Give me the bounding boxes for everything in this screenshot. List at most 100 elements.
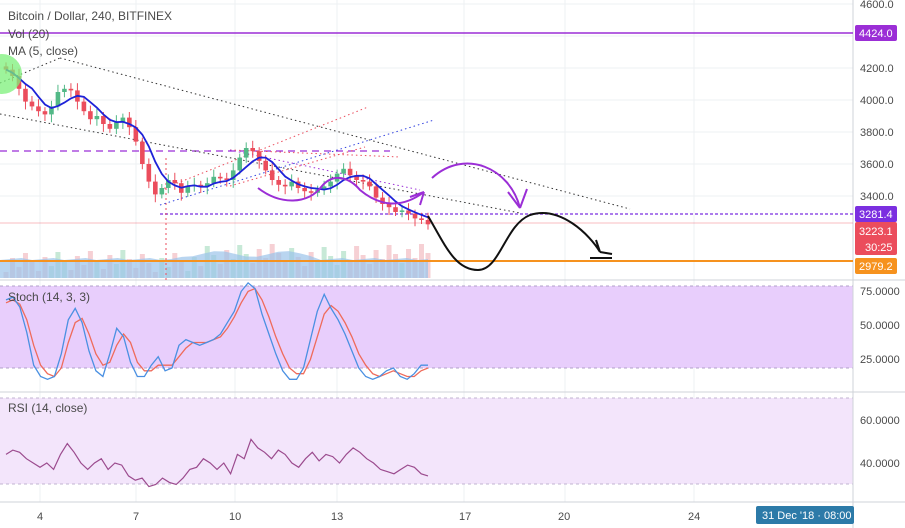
purple-arc-drawing[interactable] [431,162,528,209]
candle-body [36,106,41,112]
candle-body [347,168,353,176]
candle-body [302,188,307,192]
candle-body [256,151,262,161]
candle-body [185,186,191,193]
candle-body [211,176,217,184]
candle-body [55,92,61,107]
badge-2979-text: 2979.2 [859,261,893,273]
candle-body [159,188,165,195]
candle-body [243,148,249,158]
price-tick: 4600.0 [860,0,894,11]
candle-body [23,88,28,102]
stoch-label[interactable]: Stoch (14, 3, 3) [8,290,90,304]
stoch-band [0,286,853,368]
candle-body [127,117,132,128]
chart-title[interactable]: Bitcoin / Dollar, 240, BITFINEX [8,9,172,23]
candle-body [276,180,281,185]
stoch-d-line [5,287,429,378]
candle-body [321,186,327,190]
time-tick: 7 [133,511,139,523]
candle-body [120,117,126,123]
rsi-label[interactable]: RSI (14, close) [8,401,87,415]
trendline-purple[interactable] [229,149,421,191]
candle-body [172,180,178,184]
trendline-channel-top[interactable] [59,57,631,210]
candle-body [373,186,379,198]
candle-body [341,168,346,174]
badge-4424-text: 4424.0 [859,28,893,40]
badge-4424 [855,25,897,41]
candlesticks [3,62,431,230]
candle-body [114,122,119,129]
candle-body [107,124,113,129]
candle-body [328,181,333,187]
vol-label[interactable]: Vol (20) [8,27,49,41]
candle-body [230,170,236,180]
time-tick: 13 [331,511,343,523]
price-tick: 3600.0 [860,159,894,171]
candle-body [289,181,294,187]
badge-3281-text: 3281.4 [859,209,893,221]
time-tick: 24 [688,511,700,523]
candle-body [42,111,48,115]
candle-body [380,197,385,204]
time-tick: 20 [558,511,570,523]
price-tick: 3800.0 [860,127,894,139]
stoch-k-line [5,281,428,381]
badge-last-price-text: 3223.1 [859,226,893,238]
candle-body [360,180,366,182]
time-tick: 4 [37,511,43,523]
purple-curve-drawing[interactable] [257,176,425,205]
candle-body [153,181,158,195]
candle-body [386,204,392,208]
candle-body [399,210,405,212]
price-tick: 3400.0 [860,191,894,203]
candle-body [68,88,74,91]
candle-body [166,180,171,188]
badge-countdown-text: 30:25 [865,242,893,254]
volume-ma-area [0,251,428,278]
candle-body [81,101,87,112]
candle-body [217,176,223,179]
trendline-channel-bottom[interactable] [0,113,521,214]
candle-body [393,207,398,212]
stoch-tick: 50.0000 [860,320,900,332]
candle-body [146,164,152,182]
time-tick: 10 [229,511,241,523]
ma-line [5,68,429,219]
candle-body [101,116,106,124]
time-cursor-text: 31 Dec '18 · 08:00 [762,510,852,522]
ma-label[interactable]: MA (5, close) [8,44,78,58]
stoch-tick: 25.0000 [860,354,900,366]
candle-body [204,183,210,187]
trendline-upper[interactable] [0,57,61,84]
candle-body [237,157,243,171]
candle-body [140,141,145,164]
rsi-line [5,438,429,488]
trendline-red-3[interactable] [229,149,401,158]
candle-body [29,101,35,107]
candle-body [269,170,275,180]
candle-body [198,184,204,187]
badge-2979 [855,258,897,274]
candle-body [49,106,54,115]
candle-body [308,191,314,193]
candle-body [133,127,139,142]
rsi-band [0,398,853,484]
trendline-red-1[interactable] [159,106,369,191]
trendline-blue[interactable] [159,119,435,206]
trendline-red-2[interactable] [229,146,366,187]
highlight-circle[interactable] [0,54,22,94]
candle-body [354,175,359,180]
candle-body [62,88,67,92]
badge-3281 [855,206,897,222]
candle-body [282,184,288,187]
candle-body [250,148,256,152]
price-tick: 4200.0 [860,63,894,75]
candle-body [367,181,372,187]
candle-body [94,116,100,120]
stoch-tick: 75.0000 [860,286,900,298]
purple-arrow-drawing[interactable] [409,191,425,206]
black-projection-drawing[interactable] [427,212,613,272]
